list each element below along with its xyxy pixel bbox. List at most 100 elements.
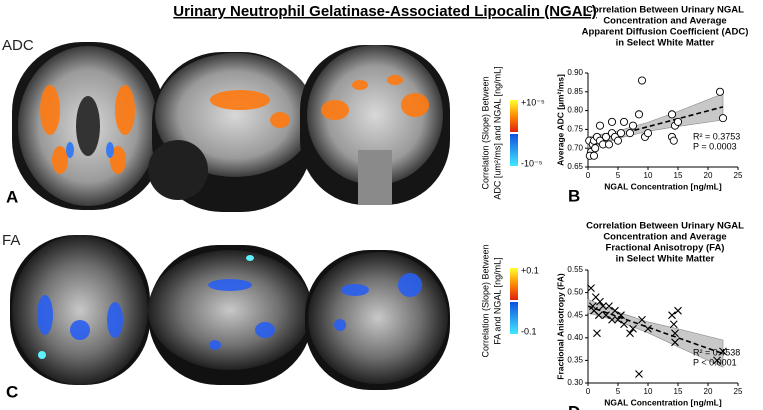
point <box>667 110 677 119</box>
fa-brain-images <box>10 235 450 390</box>
point <box>628 121 638 130</box>
colorbar-label: Correlation (Slope) Between <box>480 76 490 189</box>
point <box>638 315 646 324</box>
y-tick-label: 0.65 <box>567 162 583 171</box>
point <box>619 117 629 126</box>
y-axis-label: Fractional Anisotropy (FA) <box>555 273 565 380</box>
colorbar-label: ADC [um²/ms] and NGAL [ng/mL] <box>492 66 502 199</box>
point <box>594 311 603 320</box>
colorbar-label: Correlation (Slope) Between <box>480 244 490 357</box>
chart-title: in Select White Matter <box>616 38 715 49</box>
point <box>643 129 653 138</box>
point <box>591 144 600 153</box>
panel-letter: D <box>568 402 580 410</box>
point <box>671 338 679 347</box>
annotation: R² = 0.4538 <box>693 347 740 357</box>
point <box>605 302 613 311</box>
y-tick-label: 0.40 <box>567 333 583 342</box>
point <box>668 311 676 320</box>
x-tick-label: 25 <box>734 387 743 396</box>
point <box>669 320 678 329</box>
y-tick-label: 0.55 <box>567 265 583 274</box>
colorbar-positive <box>510 100 518 132</box>
point <box>713 356 721 365</box>
fit-line <box>587 106 724 144</box>
x-tick-label: 5 <box>616 387 621 396</box>
point <box>719 347 727 356</box>
point <box>588 302 597 311</box>
x-tick-label: 15 <box>674 387 683 396</box>
point <box>625 129 635 138</box>
chart-title: Apparent Diffusion Coefficient (ADC) <box>582 27 749 38</box>
point <box>635 370 643 378</box>
panel-letter: B <box>568 186 580 205</box>
colorbar-label: FA and NGAL [ng/mL] <box>492 257 502 344</box>
y-tick-label: 0.85 <box>567 87 583 96</box>
x-tick-label: 5 <box>616 171 621 180</box>
point <box>613 136 623 145</box>
y-tick-label: 0.45 <box>567 310 583 319</box>
point <box>614 315 622 324</box>
x-axis-label: NGAL Concentration [ng/mL] <box>604 397 722 407</box>
y-tick-label: 0.70 <box>567 143 583 152</box>
chart-title: Concentration and Average <box>603 232 726 243</box>
point <box>587 284 595 292</box>
x-tick-label: 25 <box>734 171 743 180</box>
chart-title: Fractional Anisotropy (FA) <box>606 243 725 254</box>
point <box>602 311 610 320</box>
adc-brain-images <box>12 42 450 212</box>
colorbar-min: -10⁻⁵ <box>521 158 543 168</box>
point <box>589 151 599 160</box>
point <box>607 117 617 126</box>
x-tick-label: 20 <box>704 171 713 180</box>
colorbar-max: +0.1 <box>521 265 539 275</box>
chart-title: Concentration and Average <box>603 16 726 27</box>
chart-title: in Select White Matter <box>616 254 715 265</box>
colorbar-positive <box>510 268 518 300</box>
point <box>637 76 647 85</box>
point <box>644 324 652 333</box>
x-tick-label: 0 <box>586 171 591 180</box>
x-tick-label: 10 <box>644 387 653 396</box>
colorbar-min: -0.1 <box>521 326 537 336</box>
point <box>634 110 644 119</box>
point <box>617 311 625 320</box>
chart-title: Correlation Between Urinary NGAL <box>586 221 744 232</box>
point <box>674 306 682 315</box>
point <box>671 329 679 338</box>
y-tick-label: 0.50 <box>567 288 583 297</box>
point <box>596 297 604 306</box>
y-axis-label: Average ADC [µm²/ms] <box>555 74 565 166</box>
y-tick-label: 0.75 <box>567 125 583 134</box>
point <box>608 315 616 324</box>
point <box>673 117 683 126</box>
y-tick-label: 0.30 <box>567 378 583 387</box>
panel-letter: A <box>6 187 18 206</box>
point <box>616 129 626 138</box>
point <box>604 140 614 149</box>
point <box>599 302 607 311</box>
annotation: P = 0.0003 <box>693 141 737 151</box>
modality-label: FA <box>2 232 20 249</box>
x-tick-label: 20 <box>704 387 713 396</box>
point <box>669 136 678 145</box>
point <box>629 324 637 333</box>
x-tick-label: 10 <box>644 171 653 180</box>
point <box>715 87 725 96</box>
x-tick-label: 0 <box>586 387 591 396</box>
y-tick-label: 0.35 <box>567 356 583 365</box>
figure-title: Urinary Neutrophil Gelatinase-Associated… <box>173 3 596 20</box>
annotation: R² = 0.3753 <box>693 131 740 141</box>
point <box>595 121 605 130</box>
colorbar-negative <box>510 302 518 334</box>
colorbar-max: +10⁻⁵ <box>521 97 545 107</box>
annotation: P < 0.0001 <box>693 357 737 367</box>
point <box>718 114 728 123</box>
panel-letter: C <box>6 382 18 401</box>
chart-title: Correlation Between Urinary NGAL <box>586 5 744 16</box>
x-tick-label: 15 <box>674 171 683 180</box>
y-tick-label: 0.90 <box>567 68 583 77</box>
point <box>593 329 601 338</box>
colorbar-negative <box>510 134 518 166</box>
